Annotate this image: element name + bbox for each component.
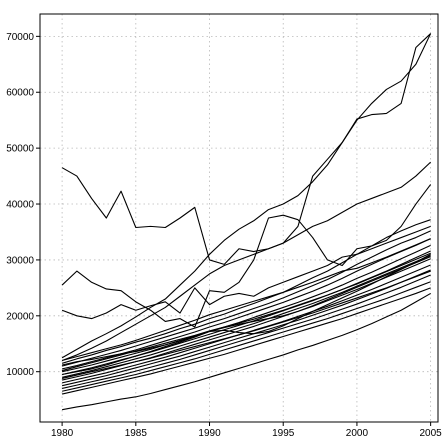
x-tick-label: 1980 — [51, 428, 74, 439]
series-line-6 — [61, 219, 431, 364]
x-tick-label: 2005 — [420, 428, 443, 439]
series-line-15 — [61, 274, 431, 390]
y-tick-label: 40000 — [6, 200, 34, 211]
y-tick-label: 10000 — [6, 367, 34, 378]
series-line-7 — [61, 230, 431, 367]
series-line-4 — [61, 33, 432, 359]
grid-lines — [40, 14, 438, 422]
y-tick-label: 50000 — [6, 144, 34, 155]
series-line-17 — [61, 287, 431, 395]
series-line-23 — [61, 270, 431, 379]
x-tick-labels: 1980 1985 1990 1995 2000 2005 — [51, 428, 442, 439]
series-line-22 — [61, 252, 431, 372]
x-tick-label: 1985 — [125, 428, 148, 439]
series-line-14 — [61, 269, 431, 387]
y-tick-label: 30000 — [6, 255, 34, 266]
x-tick-label: 2000 — [346, 428, 369, 439]
series-line-2 — [61, 184, 432, 328]
x-tick-label: 1990 — [198, 428, 221, 439]
y-tick-label: 60000 — [6, 88, 34, 99]
y-tick-label: 70000 — [6, 32, 34, 43]
series-line-20 — [62, 256, 431, 376]
series-line-16 — [61, 281, 431, 392]
series-line-3 — [61, 225, 431, 320]
y-tick-label: 20000 — [6, 311, 34, 322]
series-line-1 — [61, 33, 432, 265]
series-line-18 — [62, 292, 431, 411]
series-lines — [61, 33, 432, 411]
plot-frame — [39, 13, 439, 423]
series-line-11 — [61, 254, 431, 378]
y-tick-labels: 10000 20000 30000 40000 50000 60000 70000 — [6, 32, 34, 378]
axis-ticks — [36, 35, 432, 426]
series-line-5 — [61, 161, 432, 362]
series-line-9 — [61, 244, 431, 373]
series-line-19 — [61, 238, 431, 362]
x-tick-label: 1995 — [272, 428, 295, 439]
